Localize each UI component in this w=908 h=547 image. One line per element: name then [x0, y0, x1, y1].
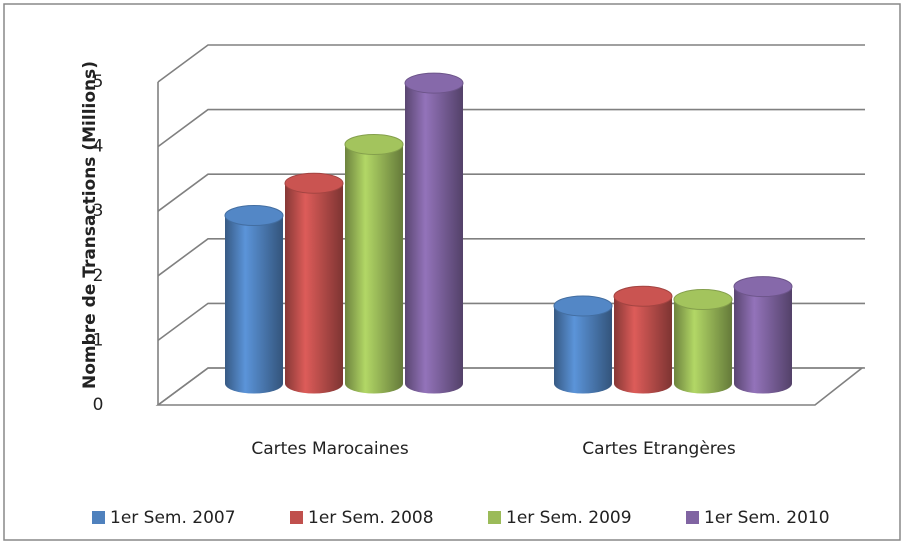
y-tick-label: 3 [93, 201, 104, 221]
bar-top [344, 133, 404, 155]
bar-top [733, 276, 793, 298]
y-tick-label: 2 [93, 266, 104, 286]
bar [404, 72, 464, 394]
bar [284, 172, 344, 394]
legend-swatch [488, 511, 501, 524]
x-tick-label: Cartes Etrangères [582, 439, 736, 459]
legend-label: 1er Sem. 2010 [704, 508, 830, 528]
bar [224, 205, 284, 394]
y-axis-title: Nombre de Transactions (Millions) [80, 61, 100, 389]
legend-swatch [92, 511, 105, 524]
bar-top [224, 205, 284, 227]
bar-body [405, 83, 463, 394]
bar-body [345, 144, 403, 394]
bar-top [673, 289, 733, 311]
legend-swatch [686, 511, 699, 524]
bar-top [284, 172, 344, 194]
grid-line [157, 173, 865, 212]
grid-line [157, 44, 865, 83]
legend-swatch [290, 511, 303, 524]
legend-label: 1er Sem. 2009 [506, 508, 632, 528]
bar-body [674, 299, 732, 394]
legend-label: 1er Sem. 2008 [308, 508, 434, 528]
grid-line [157, 108, 865, 148]
x-tick-label: Cartes Marocaines [251, 439, 408, 459]
bar-body [614, 296, 672, 394]
bar [553, 295, 613, 394]
legend-label: 1er Sem. 2007 [110, 508, 236, 528]
grid-line [157, 238, 865, 277]
bar-body [734, 286, 792, 394]
bar-body [225, 215, 283, 394]
y-tick-label: 5 [93, 72, 104, 92]
y-tick-label: 0 [93, 395, 104, 415]
bar-body [554, 305, 612, 394]
bar-top [553, 295, 613, 317]
bar [673, 289, 733, 394]
bar-body [285, 183, 343, 394]
y-tick-label: 4 [93, 137, 104, 157]
bar-top [613, 285, 673, 307]
bar [733, 276, 793, 394]
bar [613, 285, 673, 394]
bar [344, 133, 404, 394]
y-tick-label: 1 [93, 330, 104, 350]
bar-top [404, 72, 464, 94]
